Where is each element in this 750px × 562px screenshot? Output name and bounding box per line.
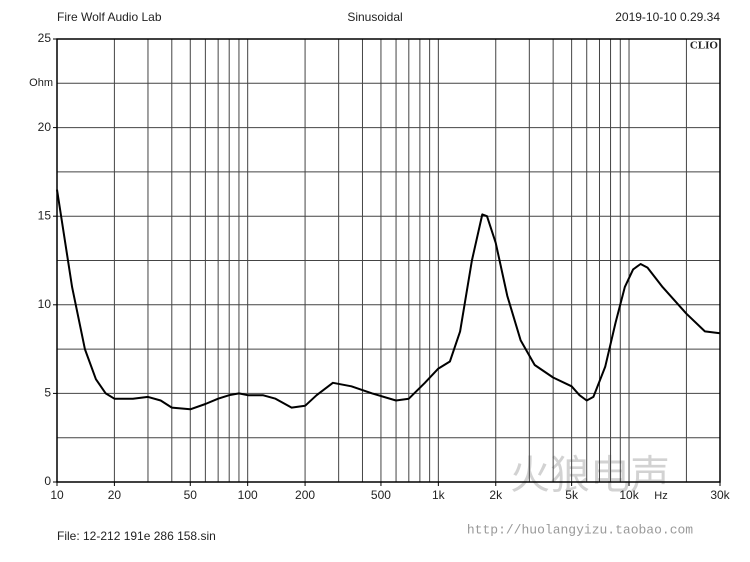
timestamp: 2019-10-10 0.29.34 [615,10,720,24]
x-tick-label: 5k [565,488,579,502]
x-tick-label: 20 [108,488,122,502]
watermark: 火狼电声 [510,454,670,498]
y-tick-label: 25 [38,31,52,45]
x-tick-label: 200 [295,488,315,502]
file-name: File: 12-212 191e 286 158.sin [57,529,216,543]
y-unit: Ohm [29,77,53,89]
watermark-url: http://huolangyizu.taobao.com [467,522,693,537]
x-unit: Hz [654,490,667,502]
x-tick-label: 1k [432,488,446,502]
y-tick-label: 15 [38,208,52,222]
x-tick-label: 2k [489,488,503,502]
x-tick-label: 50 [184,488,198,502]
impedance-curve [56,189,721,411]
y-tick-label: 5 [44,386,51,400]
brand: CLIO [690,40,719,52]
x-tick-label: 10 [50,488,64,502]
chart-title: Sinusoidal [347,10,402,24]
y-tick-label: 20 [38,120,52,134]
y-tick-label: 0 [44,474,51,488]
lab-name: Fire Wolf Audio Lab [57,10,162,24]
plot-frame [56,38,721,483]
x-tick-label: 30k [710,488,730,502]
x-tick-label: 500 [371,488,391,502]
y-tick-label: 10 [38,297,52,311]
x-tick-label: 10k [619,488,639,502]
x-tick-label: 100 [238,488,258,502]
